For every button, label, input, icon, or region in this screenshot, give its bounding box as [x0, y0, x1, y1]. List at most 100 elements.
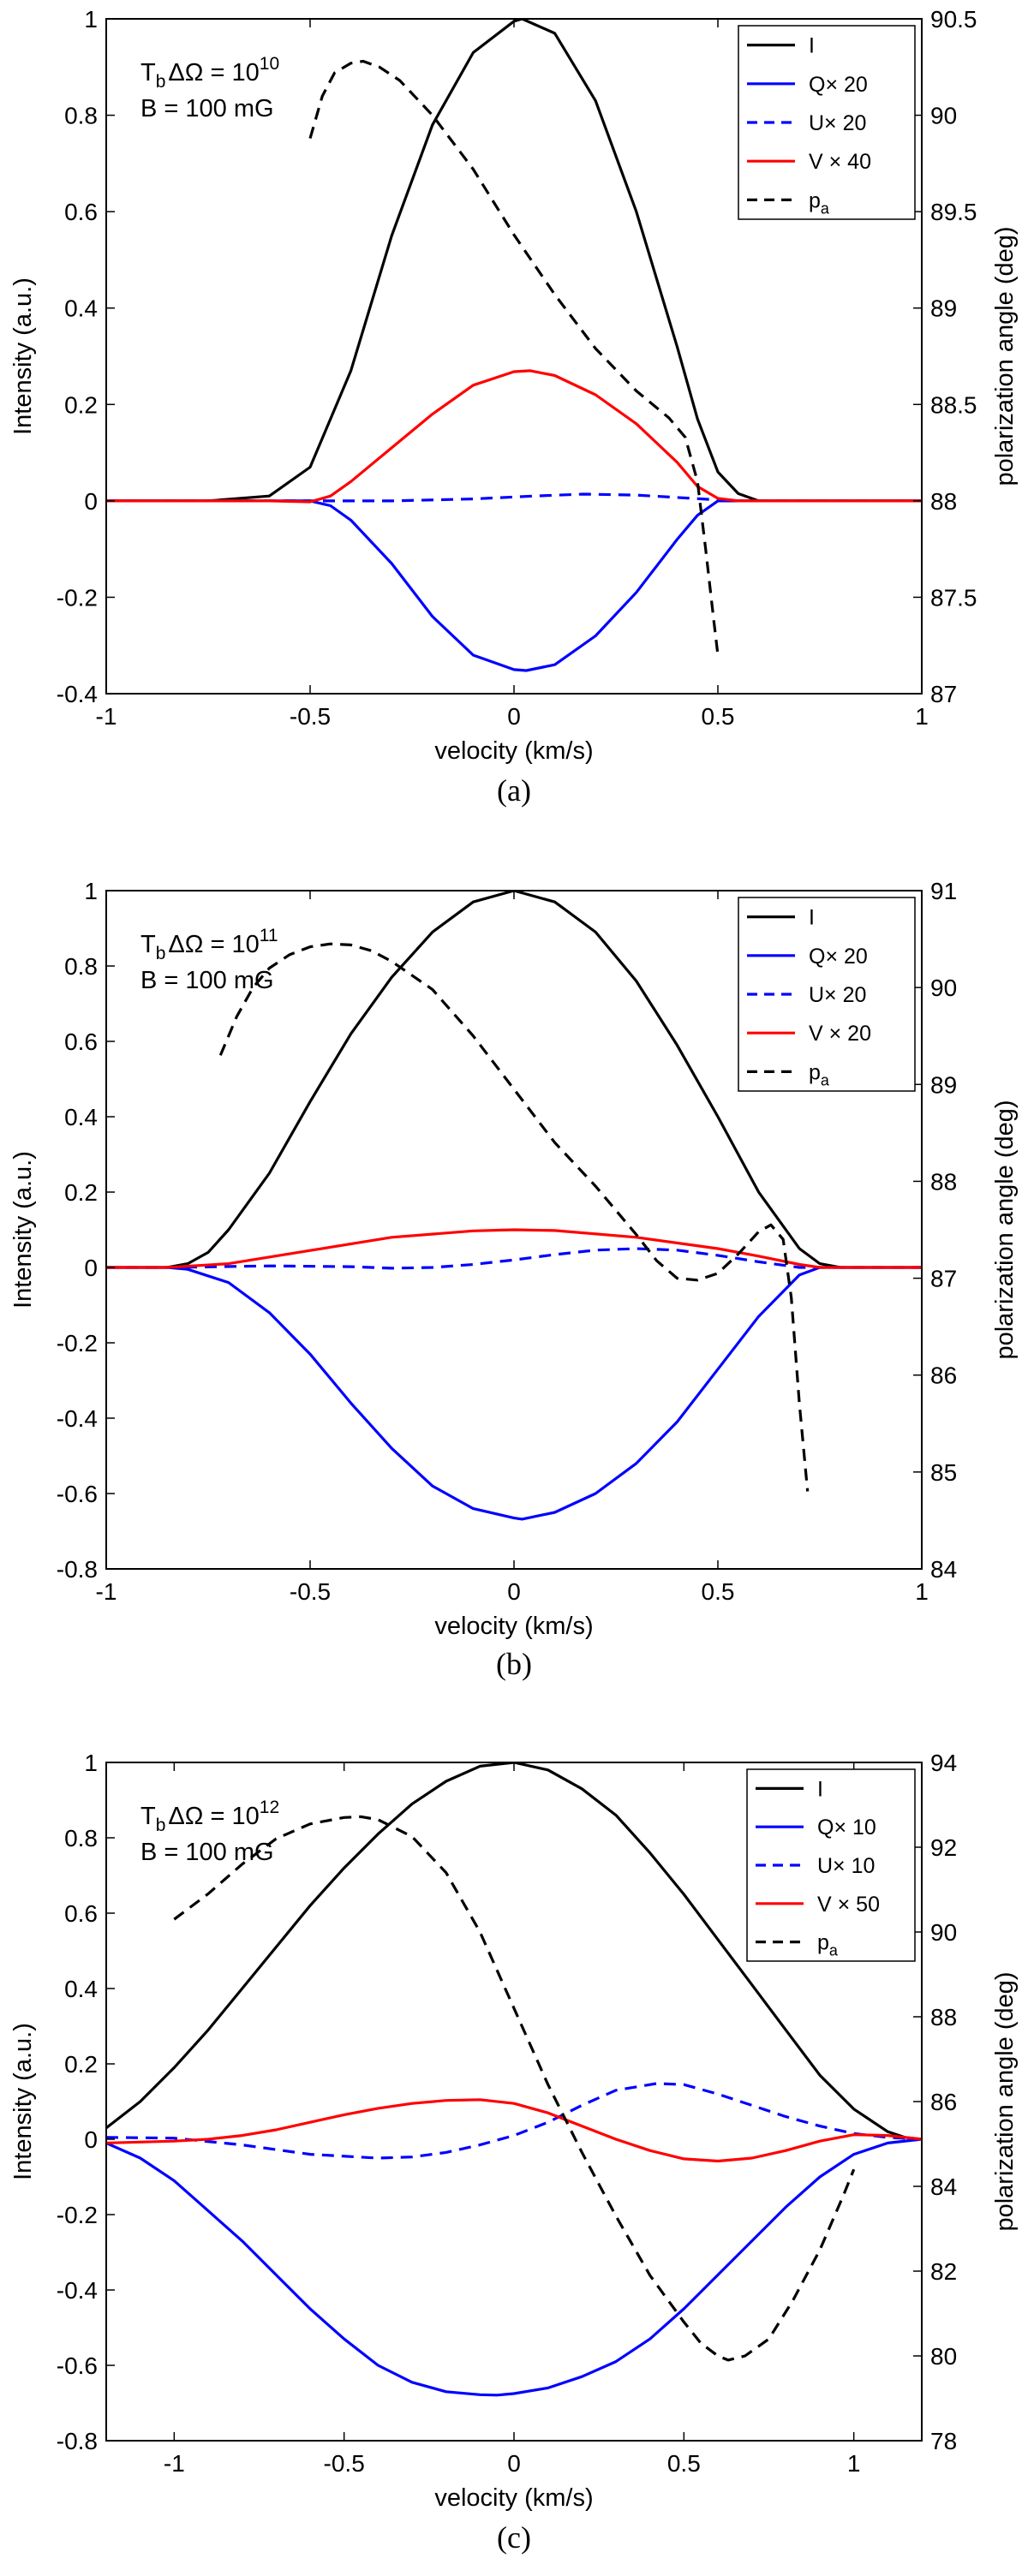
annotation-line2: B = 100 mG [140, 1839, 274, 1866]
y-tick-label: 0 [84, 2126, 98, 2153]
annotation-sup: 10 [260, 54, 279, 74]
series-group [106, 19, 922, 672]
annotation-line1: Tb ΔΩ = 1012 [140, 1798, 279, 1835]
legend-label-text: I [817, 1777, 823, 1801]
legend-label-U: U× 10 [817, 1854, 875, 1878]
y-tick-label: -0.2 [57, 2202, 98, 2228]
legend-label-text: Q× 10 [817, 1816, 876, 1840]
legend-label-V: V × 40 [809, 150, 871, 174]
x-tick-label: 0.5 [702, 1578, 735, 1605]
x-tick-label: 0 [507, 1578, 521, 1605]
y2-tick-label: 89 [930, 295, 957, 322]
y-tick-label: 1 [84, 6, 98, 33]
legend-label-text: U× 20 [809, 983, 866, 1007]
y-tick-label: -0.2 [57, 584, 98, 611]
y2-tick-label: 84 [930, 1556, 957, 1583]
series-line-I [106, 891, 922, 1269]
y2-axis-label: polarization angle (deg) [991, 1971, 1019, 2231]
legend-label-text: V × 50 [817, 1893, 880, 1917]
panel-a: -1 -0.5 0 0.5 1-0.4-0.200.20.40.60.818787.58… [9, 6, 1019, 808]
y2-tick-label: 90 [930, 103, 957, 129]
x-tick-label: -1 [96, 703, 117, 730]
y-tick-label: 0.2 [64, 1179, 98, 1206]
x-tick-label: 1 [915, 1578, 929, 1605]
y-tick-label: 0.8 [64, 953, 98, 980]
y-tick-label: 0 [84, 488, 98, 515]
y-tick-label: 0.6 [64, 1900, 98, 1927]
legend-label-Q: Q× 10 [817, 1816, 876, 1840]
y-tick-label: 1 [84, 878, 98, 904]
series-line-pa [218, 942, 810, 1492]
series-line-pa [173, 1815, 856, 2362]
annotation-mid: ΔΩ = 10 [168, 1803, 259, 1830]
x-axis-label: velocity (km/s) [434, 1613, 593, 1640]
x-axis-label: velocity (km/s) [434, 2484, 593, 2512]
y-tick-label: 0.4 [64, 1976, 98, 2002]
x-tick-label: 0.5 [702, 703, 735, 730]
series-group [106, 891, 922, 1521]
y2-tick-label: 90 [930, 1919, 957, 1946]
legend-label-I: I [809, 34, 815, 58]
annotation-sub: b [156, 944, 166, 963]
y2-tick-label: 90 [930, 975, 957, 1001]
annotation-line2: B = 100 mG [140, 95, 274, 122]
y-tick-label: -0.6 [57, 1481, 98, 1507]
annotation-t: T [140, 59, 156, 86]
panel-caption: (a) [497, 773, 531, 808]
legend-label-sub: a [829, 1942, 839, 1959]
legend-label-I: I [809, 906, 815, 930]
y-tick-label: 0.6 [64, 199, 98, 225]
x-tick-label: 0 [507, 2450, 521, 2477]
x-tick-label: -0.5 [290, 1578, 331, 1605]
annotation-line1: Tb ΔΩ = 1011 [140, 926, 278, 963]
legend-label-Q: Q× 20 [809, 945, 868, 969]
y-tick-label: -0.6 [57, 2352, 98, 2379]
annotation-line1: Tb ΔΩ = 1010 [140, 54, 279, 92]
series-line-pa [308, 59, 720, 656]
y2-tick-label: 87.5 [930, 584, 977, 611]
y2-tick-label: 94 [930, 1750, 957, 1776]
x-tick-label: 1 [847, 2450, 861, 2477]
series-line-I [106, 19, 922, 503]
y-tick-label: 0.8 [64, 103, 98, 129]
legend-label-pa: pa [817, 1931, 839, 1959]
panel-c: -1 -0.5 0 0.5 1 -0.8 -0.6 -0.4 -0.2 0 0.2 0.4 0.6 0.8… [9, 1750, 1019, 2555]
legend-label-I: I [817, 1777, 823, 1801]
y-tick-label: -0.8 [57, 1556, 98, 1583]
y2-tick-label: 88 [930, 488, 957, 515]
y2-tick-label: 88.5 [930, 391, 977, 418]
y2-tick-label: 87 [930, 681, 957, 707]
y2-tick-label: 88 [930, 1168, 957, 1195]
y2-tick-label: 89.5 [930, 199, 977, 225]
annotation-sup: 12 [260, 1798, 279, 1817]
y2-tick-label: 84 [930, 2174, 957, 2200]
legend-label-pa: pa [809, 1060, 830, 1088]
panel-caption: (b) [496, 1647, 532, 1681]
legend-label-V: V × 50 [817, 1893, 880, 1917]
y-tick-label: 0.8 [64, 1825, 98, 1852]
y-tick-label: -0.4 [57, 2277, 98, 2304]
series-line-Q [106, 1266, 922, 1521]
x-tick-label: 0 [507, 703, 521, 730]
y2-axis-label: polarization angle (deg) [991, 226, 1019, 486]
y-tick-label: -0.4 [57, 1405, 98, 1432]
annotation-t: T [140, 931, 156, 958]
legend-label-text: V × 20 [809, 1022, 871, 1046]
legend: I Q× 20 U× 20 V × 40 pa [738, 25, 916, 220]
x-tick-label: -1 [164, 2450, 185, 2477]
x-tick-label: -0.5 [324, 2450, 365, 2477]
y2-tick-label: 88 [930, 2004, 957, 2030]
y2-tick-label: 87 [930, 1266, 957, 1292]
y-axis-label: Intensity (a.u.) [9, 2023, 37, 2180]
legend: I Q× 10 U× 10 V × 50 pa [746, 1768, 916, 1962]
annotation-mid: ΔΩ = 10 [168, 59, 259, 86]
legend-label-U: U× 20 [809, 111, 866, 135]
y-tick-label: 0.6 [64, 1029, 98, 1055]
series-line-Q [106, 499, 922, 672]
y-tick-label: 0.2 [64, 391, 98, 418]
y-tick-label: -0.4 [57, 681, 98, 707]
y2-tick-label: 92 [930, 1834, 957, 1861]
y2-tick-label: 86 [930, 1363, 957, 1389]
series-line-V [106, 1228, 922, 1269]
y2-tick-label: 82 [930, 2258, 957, 2285]
